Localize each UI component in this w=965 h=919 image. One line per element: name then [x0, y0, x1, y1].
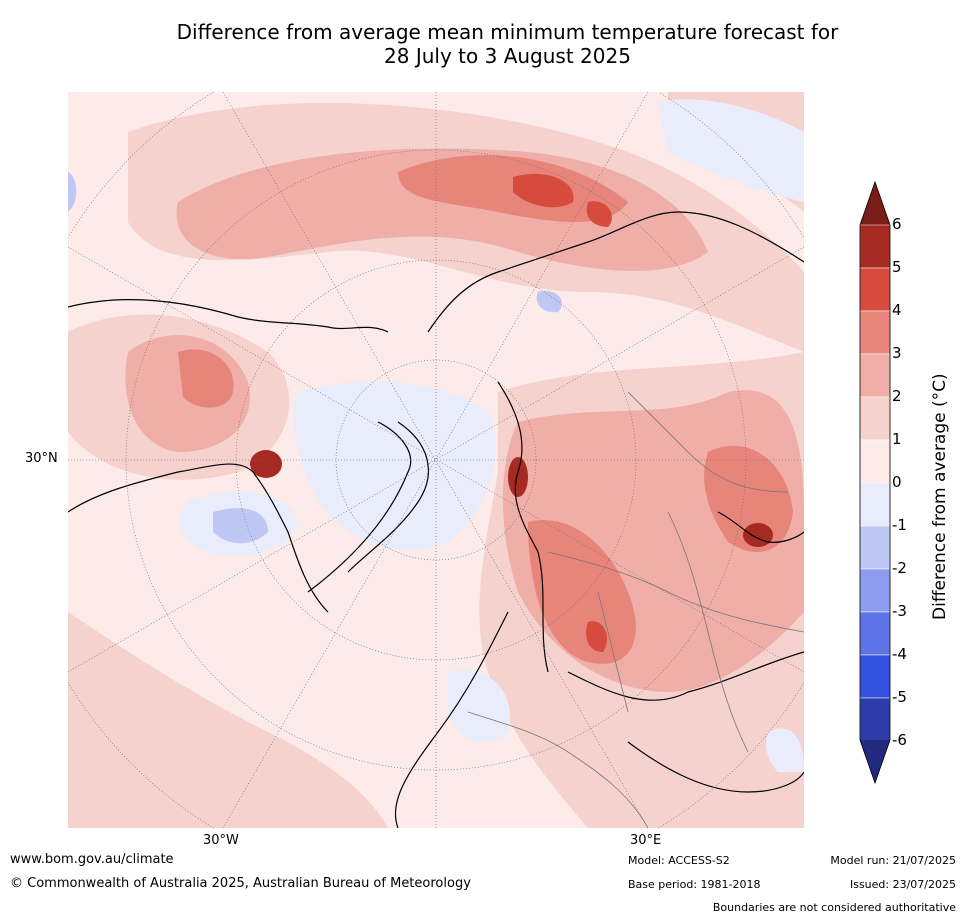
anomaly-map-svg: [68, 92, 804, 828]
colorbar: [859, 180, 891, 785]
colorbar-tick-label: -5: [892, 688, 907, 706]
colorbar-tick-label: 0: [892, 473, 902, 491]
lon-label-30w: 30°W: [203, 833, 239, 848]
colorbar-bin: [859, 396, 891, 441]
colorbar-bin: [859, 568, 891, 613]
colorbar-bins: [859, 224, 891, 742]
colorbar-bottom-arrow: [860, 740, 890, 783]
colorbar-bin: [859, 439, 891, 484]
colorbar-bin: [859, 654, 891, 699]
colorbar-bin: [859, 353, 891, 398]
colorbar-bin: [859, 482, 891, 527]
colorbar-tick-label: 4: [892, 301, 902, 319]
colorbar-bin: [859, 267, 891, 312]
colorbar-bin: [859, 525, 891, 570]
lon-label-30e: 30°E: [630, 833, 662, 848]
colorbar-tick-label: -6: [892, 731, 907, 749]
colorbar-tick-label: 5: [892, 258, 902, 276]
colorbar-title: Difference from average (°C): [930, 373, 950, 620]
coastlines: [68, 211, 804, 828]
title-line-2: 28 July to 3 August 2025: [384, 44, 631, 68]
colorbar-outline: [859, 180, 891, 785]
colorbar-tick-label: 3: [892, 344, 902, 362]
footer-issued: Issued: 23/07/2025: [849, 878, 956, 891]
colorbar-tick-label: -2: [892, 559, 907, 577]
lat-label-30n: 30°N: [25, 451, 58, 466]
forecast-map: [67, 91, 805, 829]
footer-copyright: © Commonwealth of Australia 2025, Austra…: [10, 876, 471, 891]
country-borders: [467, 391, 804, 828]
colorbar-bin: [859, 310, 891, 355]
title-line-1: Difference from average mean minimum tem…: [176, 20, 839, 44]
colorbar-bin: [859, 224, 891, 269]
footer-disclaimer: Boundaries are not considered authoritat…: [712, 901, 956, 914]
footer-model: Model: ACCESS-S2: [628, 854, 730, 867]
colorbar-top-arrow: [860, 182, 890, 225]
footer-base-period: Base period: 1981-2018: [628, 878, 761, 891]
colorbar-tick-label: 2: [892, 387, 902, 405]
colorbar-tick-label: -4: [892, 645, 907, 663]
colorbar-tick-label: -3: [892, 602, 907, 620]
footer-model-run: Model run: 21/07/2025: [830, 854, 956, 867]
anomaly-cool-regions: [68, 99, 804, 772]
colorbar-bin: [859, 697, 891, 742]
anomaly-4-5-regions: [513, 173, 612, 652]
colorbar-tick-label: 1: [892, 430, 902, 448]
colorbar-tick-label: 6: [892, 215, 902, 233]
chart-title: Difference from average mean minimum tem…: [0, 20, 965, 68]
footer-website: www.bom.gov.au/climate: [10, 852, 174, 867]
graticule: [68, 92, 804, 828]
colorbar-bin: [859, 611, 891, 656]
colorbar-tick-label: -1: [892, 516, 907, 534]
